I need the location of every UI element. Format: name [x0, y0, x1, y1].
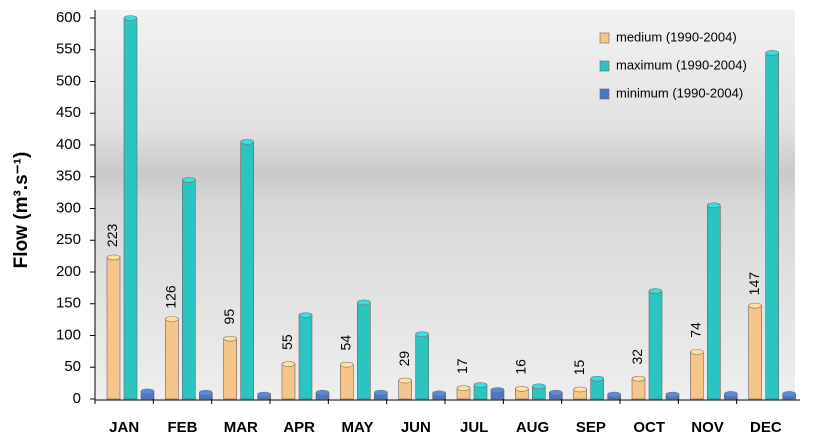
bar-cap	[783, 391, 796, 396]
bar-cap	[224, 336, 237, 341]
bar-cap	[107, 255, 120, 260]
bar-cap	[399, 378, 412, 383]
x-tick-label: OCT	[633, 419, 665, 436]
bar-cap	[766, 50, 779, 55]
legend-swatch	[600, 33, 609, 43]
bar	[340, 365, 353, 399]
legend-label: maximum (1990-2004)	[616, 57, 747, 72]
x-tick-label: AUG	[516, 419, 549, 436]
data-label: 15	[571, 359, 587, 375]
data-label: 29	[396, 351, 412, 367]
legend-swatch	[600, 61, 609, 71]
bar-cap	[141, 389, 154, 394]
data-label: 95	[221, 309, 237, 325]
bar	[766, 53, 779, 399]
legend-label: medium (1990-2004)	[616, 29, 737, 44]
bar-cap	[299, 313, 312, 318]
x-tick-label: MAY	[342, 419, 374, 436]
bar-cap	[532, 384, 545, 389]
bar	[165, 319, 178, 399]
bar-cap	[357, 300, 370, 305]
data-label: 223	[104, 224, 120, 248]
data-label: 74	[688, 322, 704, 338]
y-tick-label: 200	[56, 263, 81, 280]
bar-cap	[457, 386, 470, 391]
y-tick-label: 250	[56, 231, 81, 248]
bar-cap	[608, 392, 621, 397]
x-tick-label: JAN	[109, 419, 139, 436]
bar	[690, 352, 703, 399]
y-tick-label: 0	[73, 390, 81, 407]
bar-cap	[690, 350, 703, 355]
x-tick-label: NOV	[691, 419, 724, 436]
bar-cap	[749, 303, 762, 308]
legend-swatch	[600, 89, 609, 99]
y-tick-label: 150	[56, 295, 81, 312]
bar-cap	[515, 386, 528, 391]
x-tick-label: FEB	[168, 419, 198, 436]
y-tick-label: 50	[64, 358, 81, 375]
bar	[749, 306, 762, 399]
x-tick-label: DEC	[750, 419, 782, 436]
bar-cap	[241, 139, 254, 144]
bar-cap	[258, 392, 271, 397]
bar	[282, 364, 295, 399]
y-axis-label: Flow (m³.s⁻¹)	[11, 152, 32, 269]
y-tick-label: 350	[56, 168, 81, 185]
x-tick-label: SEP	[576, 419, 606, 436]
y-tick-label: 550	[56, 41, 81, 58]
data-label: 55	[279, 334, 295, 350]
x-tick-label: APR	[283, 419, 315, 436]
data-label: 147	[746, 272, 762, 296]
y-tick-label: 400	[56, 136, 81, 153]
y-tick-label: 500	[56, 72, 81, 89]
data-label: 32	[629, 349, 645, 365]
bar	[241, 142, 254, 399]
bar-cap	[182, 177, 195, 182]
bar	[182, 180, 195, 399]
bar-cap	[491, 388, 504, 393]
data-label: 54	[338, 335, 354, 351]
y-tick-label: 600	[56, 9, 81, 26]
bar-cap	[316, 390, 329, 395]
data-label: 126	[163, 285, 179, 309]
y-tick-label: 100	[56, 326, 81, 343]
bar	[107, 257, 120, 399]
bar-cap	[591, 376, 604, 381]
bar	[649, 291, 662, 399]
bar-cap	[632, 376, 645, 381]
legend-label: minimum (1990-2004)	[616, 85, 743, 100]
bar	[416, 334, 429, 399]
bar-cap	[282, 362, 295, 367]
bar-cap	[124, 16, 137, 21]
bar	[357, 302, 370, 399]
bar-cap	[374, 390, 387, 395]
bar-cap	[549, 390, 562, 395]
bar	[632, 379, 645, 399]
bar-cap	[165, 316, 178, 321]
bar-cap	[574, 387, 587, 392]
data-label: 17	[454, 358, 470, 374]
x-tick-label: MAR	[224, 419, 258, 436]
bar	[591, 379, 604, 399]
bar	[124, 18, 137, 399]
bar-cap	[724, 391, 737, 396]
bar-cap	[433, 391, 446, 396]
data-label: 16	[513, 359, 529, 375]
bar-cap	[199, 390, 212, 395]
bar	[224, 339, 237, 399]
chart: Flow (m³.s⁻¹) 0 50 100 150 200 250 300 350 400 45…	[0, 0, 822, 439]
bar-cap	[416, 332, 429, 337]
bar-cap	[649, 289, 662, 294]
y-tick-label: 450	[56, 104, 81, 121]
y-tick-label: 300	[56, 199, 81, 216]
bar	[707, 205, 720, 399]
bar-cap	[340, 362, 353, 367]
bar-cap	[666, 392, 679, 397]
x-tick-label: JUL	[460, 419, 488, 436]
bar-cap	[707, 203, 720, 208]
bar	[299, 315, 312, 399]
x-tick-label: JUN	[401, 419, 431, 436]
bar-cap	[474, 383, 487, 388]
